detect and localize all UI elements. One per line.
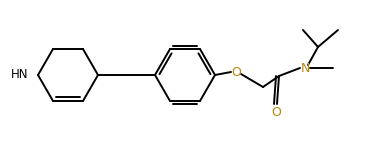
Text: N: N [300,61,310,75]
Text: O: O [271,106,281,120]
Text: O: O [231,66,241,78]
Text: HN: HN [11,69,28,81]
